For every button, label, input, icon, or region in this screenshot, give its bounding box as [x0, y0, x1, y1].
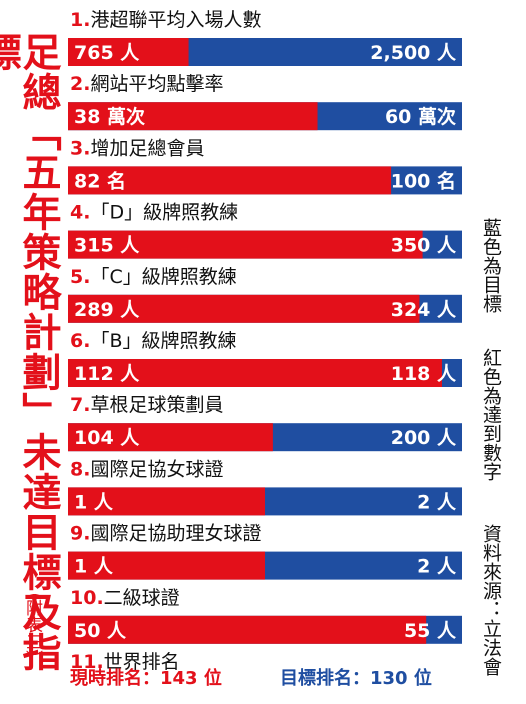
- actual-value-label: 289 人: [74, 299, 140, 321]
- row-title: 6.「B」級牌照教練: [70, 330, 237, 352]
- category-label: 「D」級牌照教練: [90, 202, 238, 224]
- row-title: 9.國際足協助理女球證: [70, 523, 261, 545]
- actual-value-label: 1 人: [74, 556, 114, 578]
- row-title: 2.網站平均點擊率: [70, 73, 223, 95]
- row-number: 3.: [70, 137, 90, 159]
- category-label: 「C」級牌照教練: [90, 266, 236, 288]
- category-label: 草根足球策劃員: [90, 394, 223, 416]
- source-note: 資料來源：立法會: [480, 524, 502, 676]
- current-ranking: 現時排名：143 位: [70, 668, 222, 689]
- category-label: 二級球證: [104, 587, 180, 609]
- row-title: 8.國際足協女球證: [70, 458, 223, 480]
- category-label: 港超聯平均入場人數: [90, 9, 261, 31]
- row-number: 7.: [70, 394, 90, 416]
- row-title: 5.「C」級牌照教練: [70, 266, 237, 288]
- target-value-label: 100 名: [391, 169, 456, 192]
- row-number: 11.: [70, 651, 104, 673]
- category-label: 世界排名: [104, 651, 180, 673]
- row-number: 2.: [70, 73, 90, 95]
- actual-value-label: 50 人: [74, 620, 127, 642]
- row-title: 3.增加足總會員: [70, 137, 204, 159]
- row-title: 11.世界排名: [70, 651, 180, 673]
- category-label: 國際足協助理女球證: [90, 523, 261, 545]
- target-value-label: 324 人: [391, 299, 457, 321]
- category-label: 國際足協女球證: [90, 458, 223, 480]
- target-value-label: 118 人: [391, 363, 457, 385]
- actual-value-label: 1 人: [74, 491, 114, 513]
- actual-bar: [68, 166, 392, 195]
- main-title: 足總「五年策略計劃」未達目標及指標: [0, 32, 61, 672]
- actual-bar: [68, 102, 318, 131]
- row-title: 1.港超聯平均入場人數: [70, 9, 261, 31]
- category-label: 網站平均點擊率: [90, 73, 223, 95]
- actual-value-label: 38 萬次: [74, 105, 145, 128]
- target-value-label: 55 人: [404, 620, 457, 642]
- row-number: 4.: [70, 202, 90, 224]
- row-number: 6.: [70, 330, 90, 352]
- legend-target-note: 藍色為目標: [480, 218, 502, 313]
- category-label: 增加足總會員: [90, 137, 204, 159]
- row-number: 9.: [70, 523, 90, 545]
- actual-bar: [68, 359, 442, 387]
- actual-value-label: 82 名: [74, 169, 126, 192]
- legend-actual-note: 紅色為達到數字: [480, 348, 502, 481]
- subtitle: （附表三）: [22, 582, 42, 667]
- target-value-label: 2 人: [417, 556, 457, 578]
- target-value-label: 2,500 人: [370, 42, 457, 64]
- row-number: 10.: [70, 587, 104, 609]
- target-value-label: 60 萬次: [385, 105, 456, 128]
- actual-value-label: 112 人: [74, 363, 140, 385]
- actual-bar: [68, 487, 265, 516]
- row-title: 10.二級球證: [70, 587, 180, 609]
- actual-bar: [68, 423, 273, 452]
- row-number: 1.: [70, 9, 90, 31]
- target-ranking: 目標排名：130 位: [280, 668, 432, 689]
- row-title: 7.草根足球策劃員: [70, 394, 223, 416]
- target-value-label: 200 人: [391, 427, 457, 449]
- actual-bar: [68, 38, 189, 66]
- target-value-label: 2 人: [417, 491, 457, 513]
- row-number: 8.: [70, 458, 90, 480]
- actual-value-label: 765 人: [74, 42, 140, 64]
- row-title: 4.「D」級牌照教練: [70, 202, 238, 224]
- row-number: 5.: [70, 266, 90, 288]
- category-label: 「B」級牌照教練: [90, 330, 236, 352]
- target-value-label: 350 人: [391, 235, 457, 257]
- actual-value-label: 104 人: [74, 427, 140, 449]
- actual-value-label: 315 人: [74, 235, 140, 257]
- actual-bar: [68, 615, 427, 644]
- actual-bar: [68, 551, 265, 580]
- actual-bar: [68, 294, 420, 323]
- actual-bar: [68, 230, 423, 259]
